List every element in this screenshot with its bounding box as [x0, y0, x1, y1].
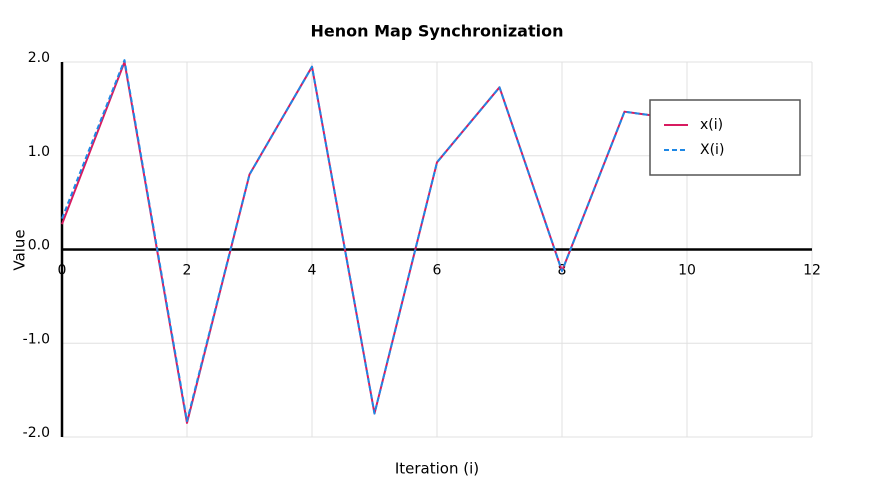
x-tick-label: 10 — [678, 263, 696, 279]
x-tick-label: 2 — [183, 263, 192, 279]
legend: x(i) X(i) — [649, 99, 801, 176]
y-tick-label: 2.0 — [28, 50, 50, 66]
x-axis-label: Iteration (i) — [395, 460, 479, 478]
legend-label: x(i) — [700, 117, 723, 133]
chart-title: Henon Map Synchronization — [311, 22, 564, 41]
series-line — [61, 59, 688, 423]
legend-box — [649, 99, 801, 176]
y-tick-label: 1.0 — [28, 144, 50, 160]
legend-label: X(i) — [700, 142, 724, 158]
x-tick-label: 6 — [433, 263, 442, 279]
x-tick-label: 12 — [803, 263, 821, 279]
x-tick-label: 4 — [308, 263, 317, 279]
y-tick-label: -2.0 — [23, 425, 50, 441]
y-tick-label: 0.0 — [28, 238, 50, 254]
y-tick-label: -1.0 — [23, 331, 50, 347]
y-axis-label: Value — [11, 229, 29, 270]
